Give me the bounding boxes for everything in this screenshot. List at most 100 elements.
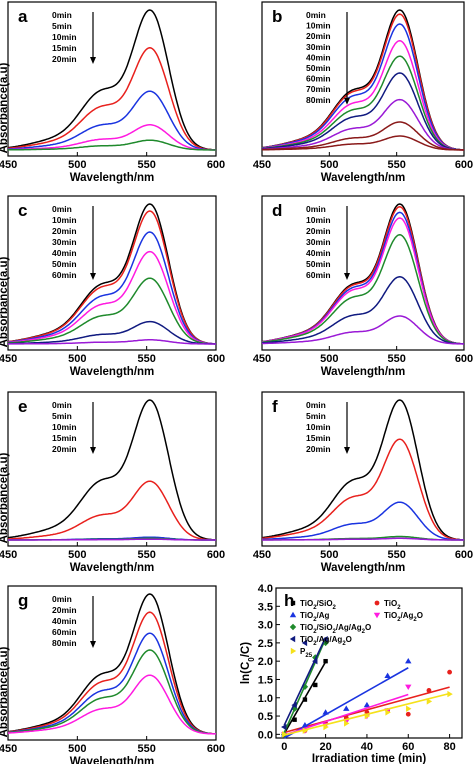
legend-entry: 30min xyxy=(52,237,77,247)
data-point xyxy=(406,705,412,712)
data-point xyxy=(426,698,433,705)
data-point xyxy=(292,717,297,722)
x-tick-label: 450 xyxy=(0,743,17,755)
data-point xyxy=(301,721,309,728)
spectrum-15min xyxy=(8,124,216,151)
y-tick-label: 3.0 xyxy=(258,620,273,632)
spectrum-50min xyxy=(261,72,464,151)
legend-entry: 60min xyxy=(306,270,331,280)
legend-entry: 40min xyxy=(306,52,331,62)
spectrum-60min xyxy=(262,315,465,345)
x-tick-label: 600 xyxy=(207,743,225,755)
data-point xyxy=(301,683,309,690)
legend-entry: 0min xyxy=(306,10,326,20)
spectrum-0min xyxy=(7,399,217,541)
panel-label: d xyxy=(272,201,282,220)
x-tick-label: 550 xyxy=(387,159,405,171)
data-point xyxy=(322,709,329,715)
legend-marker xyxy=(289,623,297,631)
panel-f: 450 500 550 600 Wavelength/nm f 0min5min10min1… xyxy=(253,391,473,574)
legend-entry: 10min xyxy=(52,215,77,225)
x-tick-label: 20 xyxy=(319,741,331,753)
fit-line-TiO2/Ag/Ag2O xyxy=(283,637,327,726)
data-point xyxy=(363,701,371,708)
panel-label: g xyxy=(18,591,28,610)
y-tick-label: 2.5 xyxy=(258,638,273,650)
data-point xyxy=(405,684,412,690)
x-tick-label: 500 xyxy=(320,549,338,561)
x-tick-label: 500 xyxy=(320,159,338,171)
spectrum-30min xyxy=(261,40,464,151)
spectrum-5min xyxy=(7,47,217,151)
legend-entry: TiO2/Ag2O xyxy=(384,611,423,623)
arrow-head xyxy=(90,57,96,64)
spectrum-5min xyxy=(261,438,465,541)
x-tick-label: 600 xyxy=(207,159,225,171)
legend-entry: 40min xyxy=(52,616,77,626)
legend-entry: 0min xyxy=(52,10,72,20)
legend-entry: 0min xyxy=(306,204,326,214)
spectrum-60min xyxy=(261,98,464,151)
x-tick-label: 600 xyxy=(455,353,473,365)
y-tick-label: 3.5 xyxy=(258,601,273,613)
arrow-head xyxy=(90,447,96,454)
panel-c: 450 500 550 600 Wavelength/nm Absorbance(a.u)… xyxy=(0,195,225,378)
legend-entry: 15min xyxy=(52,433,77,443)
data-point xyxy=(302,727,309,734)
legend-entry: 10min xyxy=(52,32,77,42)
legend-entry: 10min xyxy=(306,422,331,432)
legend-entry: 50min xyxy=(306,259,331,269)
spectrum-40min xyxy=(261,234,464,345)
y-tick-label: 1.5 xyxy=(258,674,273,686)
spectrum-80min xyxy=(8,674,216,735)
legend-entry: 60min xyxy=(306,74,331,84)
spectrum-20min xyxy=(7,231,216,345)
x-axis-label: Wavelength/nm xyxy=(70,562,155,574)
legend-entry: P25 xyxy=(300,647,313,659)
legend-entry: 5min xyxy=(52,411,72,421)
legend-entry: 80min xyxy=(52,638,77,648)
legend-entry: 20min xyxy=(306,31,331,41)
y-axis-label: ln(C0/C) xyxy=(240,642,256,684)
x-axis-label: Wavelength/nm xyxy=(70,366,155,378)
x-axis-label: Wavelength/nm xyxy=(321,172,406,184)
data-point xyxy=(322,636,328,643)
x-tick-label: 80 xyxy=(443,741,455,753)
arrow-head xyxy=(344,273,350,280)
data-point xyxy=(313,682,318,688)
spectrum-20min xyxy=(7,611,216,735)
x-tick-label: 550 xyxy=(137,743,155,755)
data-point xyxy=(291,701,297,709)
spectrum-50min xyxy=(261,276,464,345)
y-tick-label: 1.0 xyxy=(258,693,273,705)
data-point xyxy=(301,639,308,647)
x-tick-label: 550 xyxy=(137,159,155,171)
x-axis-label: Irradiation time (min) xyxy=(312,753,427,764)
legend-entry: 0min xyxy=(52,594,72,604)
panel-g: 450 500 550 600 Wavelength/nm Absorbance(a.u)… xyxy=(0,585,225,764)
legend-entry: 20min xyxy=(306,226,331,236)
data-point xyxy=(343,705,350,711)
legend-entry: 5min xyxy=(52,21,72,31)
spectrum-50min xyxy=(8,320,216,345)
data-point xyxy=(281,723,287,731)
y-axis-label: Absorbance(a.u) xyxy=(0,646,10,737)
y-tick-label: 4.0 xyxy=(258,583,273,595)
x-tick-label: 500 xyxy=(68,743,86,755)
legend-marker xyxy=(290,600,296,606)
legend-entry: 10min xyxy=(52,422,77,432)
y-axis-label: Absorbance(a.u) xyxy=(0,452,10,543)
legend-entry: 70min xyxy=(306,84,331,94)
plot-frame xyxy=(261,391,465,547)
x-axis-label: Wavelength/nm xyxy=(70,172,155,184)
legend-entry: TiO2/Ag xyxy=(300,611,330,623)
x-tick-label: 40 xyxy=(361,741,373,753)
data-point xyxy=(344,720,350,727)
legend-entry: 0min xyxy=(306,400,326,410)
spectrum-20min xyxy=(8,139,216,151)
legend-entry: 0min xyxy=(52,204,72,214)
x-tick-label: 60 xyxy=(402,741,414,753)
data-point xyxy=(302,697,308,702)
legend-entry: 40min xyxy=(306,248,331,258)
legend-marker xyxy=(374,600,380,606)
